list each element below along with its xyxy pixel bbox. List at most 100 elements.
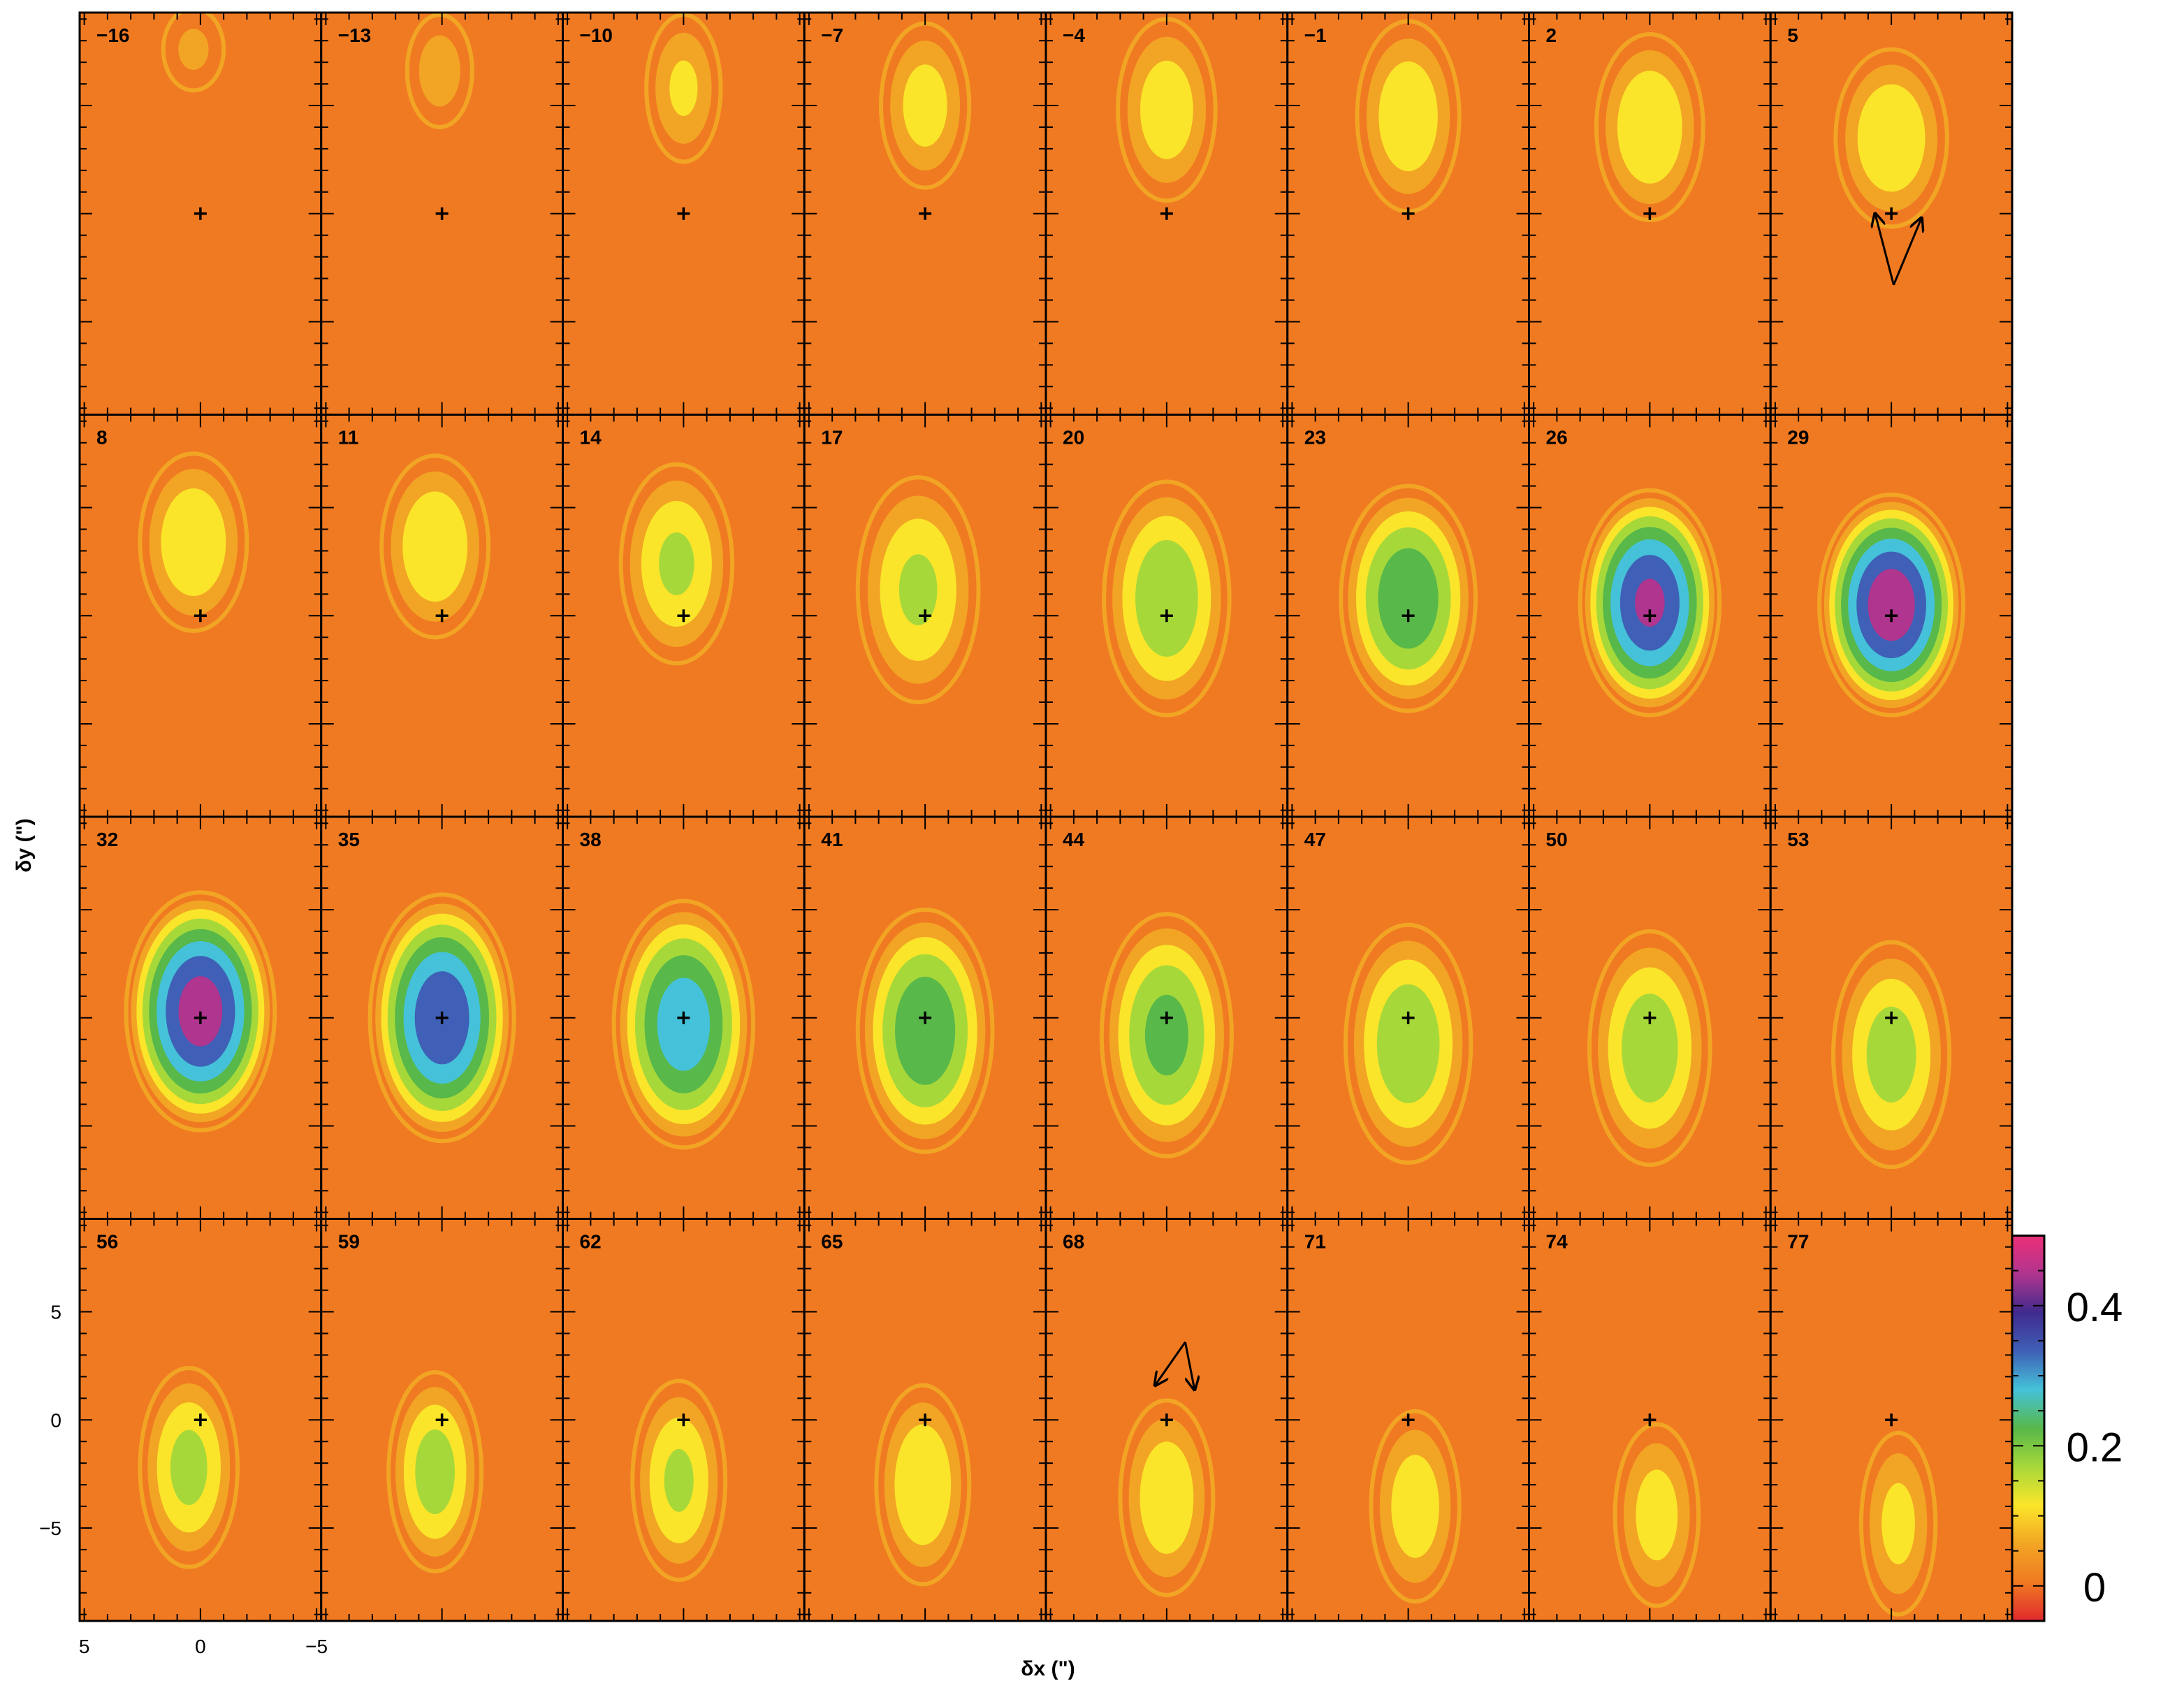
channel-panel: 11 xyxy=(320,414,564,818)
panel-velocity-label: 41 xyxy=(821,829,843,850)
emission-blob xyxy=(644,13,723,164)
origin-marker xyxy=(677,1413,690,1427)
emission-rim xyxy=(161,13,226,93)
panel-velocity-label: 44 xyxy=(1063,829,1085,850)
channel-panel: −4 xyxy=(1044,11,1289,416)
origin-marker xyxy=(1402,207,1415,220)
origin-marker xyxy=(919,1011,932,1024)
emission-rim xyxy=(1831,940,1952,1170)
emission-blob xyxy=(855,475,981,705)
origin-marker xyxy=(194,1413,207,1427)
panel-velocity-label: 74 xyxy=(1546,1231,1568,1253)
emission-blob xyxy=(1612,1422,1701,1608)
emission-blob xyxy=(1343,922,1473,1165)
panel-velocity-label: −10 xyxy=(580,24,613,46)
emission-blob xyxy=(161,13,226,93)
panel-velocity-label: 35 xyxy=(338,829,360,850)
emission-contour xyxy=(1622,994,1678,1103)
emission-blob xyxy=(1116,17,1218,203)
emission-blob xyxy=(1587,929,1712,1167)
panel-velocity-label: 23 xyxy=(1304,427,1326,449)
emission-contour xyxy=(669,60,698,117)
origin-marker xyxy=(194,1011,207,1024)
emission-contour xyxy=(1376,984,1440,1103)
emission-blob xyxy=(1578,488,1722,718)
colorbar-gradient xyxy=(2011,1235,2046,1622)
channel-panel: −10 xyxy=(562,11,806,416)
origin-marker xyxy=(1160,609,1173,623)
channel-panel: −7 xyxy=(803,11,1047,416)
origin-marker xyxy=(194,609,207,623)
emission-blob xyxy=(855,908,995,1154)
emission-rim xyxy=(1833,47,1949,229)
channel-panel: 38 xyxy=(562,815,806,1220)
emission-contour xyxy=(178,29,209,70)
emission-contour xyxy=(898,554,938,625)
emission-contour xyxy=(1135,539,1198,657)
emission-contour xyxy=(1636,1469,1678,1561)
emission-blob xyxy=(1355,19,1462,214)
origin-marker xyxy=(677,609,690,623)
emission-blob xyxy=(1817,492,1966,718)
x-tick-label: 0 xyxy=(195,1636,206,1657)
panel-velocity-label: 71 xyxy=(1304,1231,1326,1253)
colorbar-tick-label: 0 xyxy=(2083,1565,2106,1610)
origin-marker xyxy=(919,207,932,220)
panel-velocity-label: 50 xyxy=(1546,829,1568,850)
emission-rim xyxy=(124,890,277,1133)
emission-contour xyxy=(1140,60,1193,159)
emission-contour xyxy=(895,976,956,1085)
emission-rim xyxy=(1612,1422,1701,1608)
emission-contour xyxy=(1635,579,1665,627)
emission-contour xyxy=(903,64,947,147)
emission-contour xyxy=(402,491,468,602)
origin-marker xyxy=(1402,609,1415,623)
emission-contour xyxy=(1391,1455,1439,1558)
panel-velocity-label: 11 xyxy=(338,427,359,449)
emission-blob xyxy=(618,462,735,666)
panel-velocity-label: 2 xyxy=(1546,24,1557,46)
origin-marker xyxy=(1402,1011,1415,1024)
emission-rim xyxy=(405,13,474,129)
channel-panel: 56 xyxy=(78,1218,323,1622)
channel-panel: 62 xyxy=(562,1218,806,1622)
emission-rim xyxy=(1858,1430,1938,1617)
emission-rim xyxy=(138,451,249,633)
origin-marker xyxy=(1643,1011,1657,1024)
panel-velocity-label: −4 xyxy=(1063,24,1085,46)
emission-contour xyxy=(178,976,223,1047)
emission-rim xyxy=(1817,492,1966,718)
emission-contour xyxy=(1378,548,1439,649)
channel-panel: 20 xyxy=(1044,414,1289,818)
emission-rim xyxy=(1339,483,1478,713)
emission-blob xyxy=(124,890,277,1133)
panel-velocity-label: 32 xyxy=(96,829,118,850)
channel-panel: 29 xyxy=(1769,414,2014,818)
channel-panel: −13 xyxy=(320,11,564,416)
channel-panel: 5 xyxy=(1769,11,2014,416)
emission-contour xyxy=(1140,1441,1194,1555)
channel-panel: 41 xyxy=(803,815,1047,1220)
emission-rim xyxy=(1594,31,1705,223)
annotation-arrow xyxy=(1184,1341,1194,1390)
emission-rim xyxy=(1343,922,1473,1165)
emission-contour xyxy=(1857,84,1925,192)
emission-rim xyxy=(1118,1398,1216,1597)
arrow-annotations xyxy=(1155,214,1921,1390)
panel-velocity-label: 59 xyxy=(338,1231,360,1253)
colorbar-tick-label: 0.2 xyxy=(2067,1425,2123,1470)
panel-velocity-label: 26 xyxy=(1546,427,1568,449)
origin-marker xyxy=(1885,1413,1898,1427)
emission-rim xyxy=(855,475,981,705)
emission-contour xyxy=(664,1448,694,1512)
panel-velocity-label: 20 xyxy=(1063,427,1084,449)
emission-contour xyxy=(1881,1483,1915,1564)
emission-rim xyxy=(379,453,491,640)
emission-blob xyxy=(138,1365,240,1569)
origin-marker xyxy=(435,207,449,220)
x-axis-label: δx (") xyxy=(1021,1657,1075,1680)
channel-panel: 23 xyxy=(1286,414,1530,818)
channel-panel: −1 xyxy=(1286,11,1530,416)
panel-velocity-label: 62 xyxy=(580,1231,602,1253)
